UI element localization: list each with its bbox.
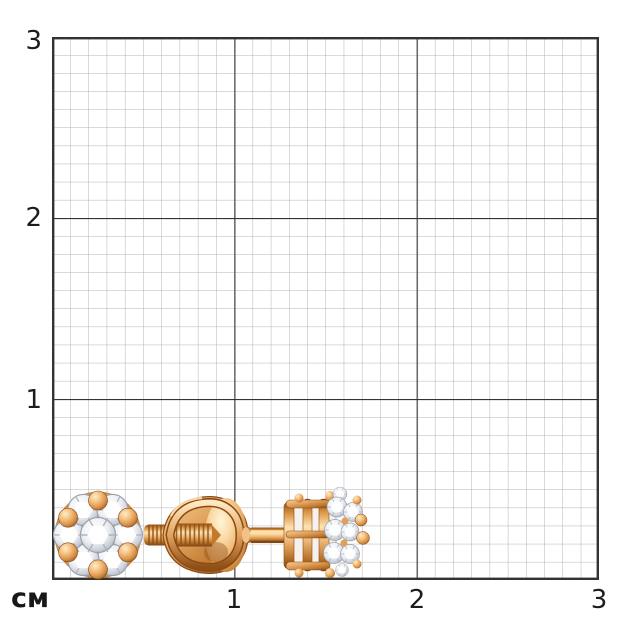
stud-earring-side-view [283, 486, 370, 578]
unit-label-cm: см [11, 583, 50, 614]
y-axis-tick-label-3: 3 [25, 26, 42, 56]
screw-back-clasp [144, 496, 251, 574]
grid-major-lines [52, 37, 599, 580]
y-axis-tick-label-1: 1 [25, 385, 42, 415]
y-axis-tick-label-2: 2 [25, 203, 42, 233]
measurement-grid [52, 37, 599, 580]
grid-border [52, 37, 599, 580]
x-axis-tick-label-2: 2 [408, 585, 426, 615]
grid-svg [52, 37, 599, 580]
stud-earring-front-view [52, 490, 144, 580]
x-axis-tick-label-1: 1 [225, 585, 243, 615]
x-axis-tick-label-3: 3 [590, 585, 608, 615]
earring-post [250, 527, 288, 543]
